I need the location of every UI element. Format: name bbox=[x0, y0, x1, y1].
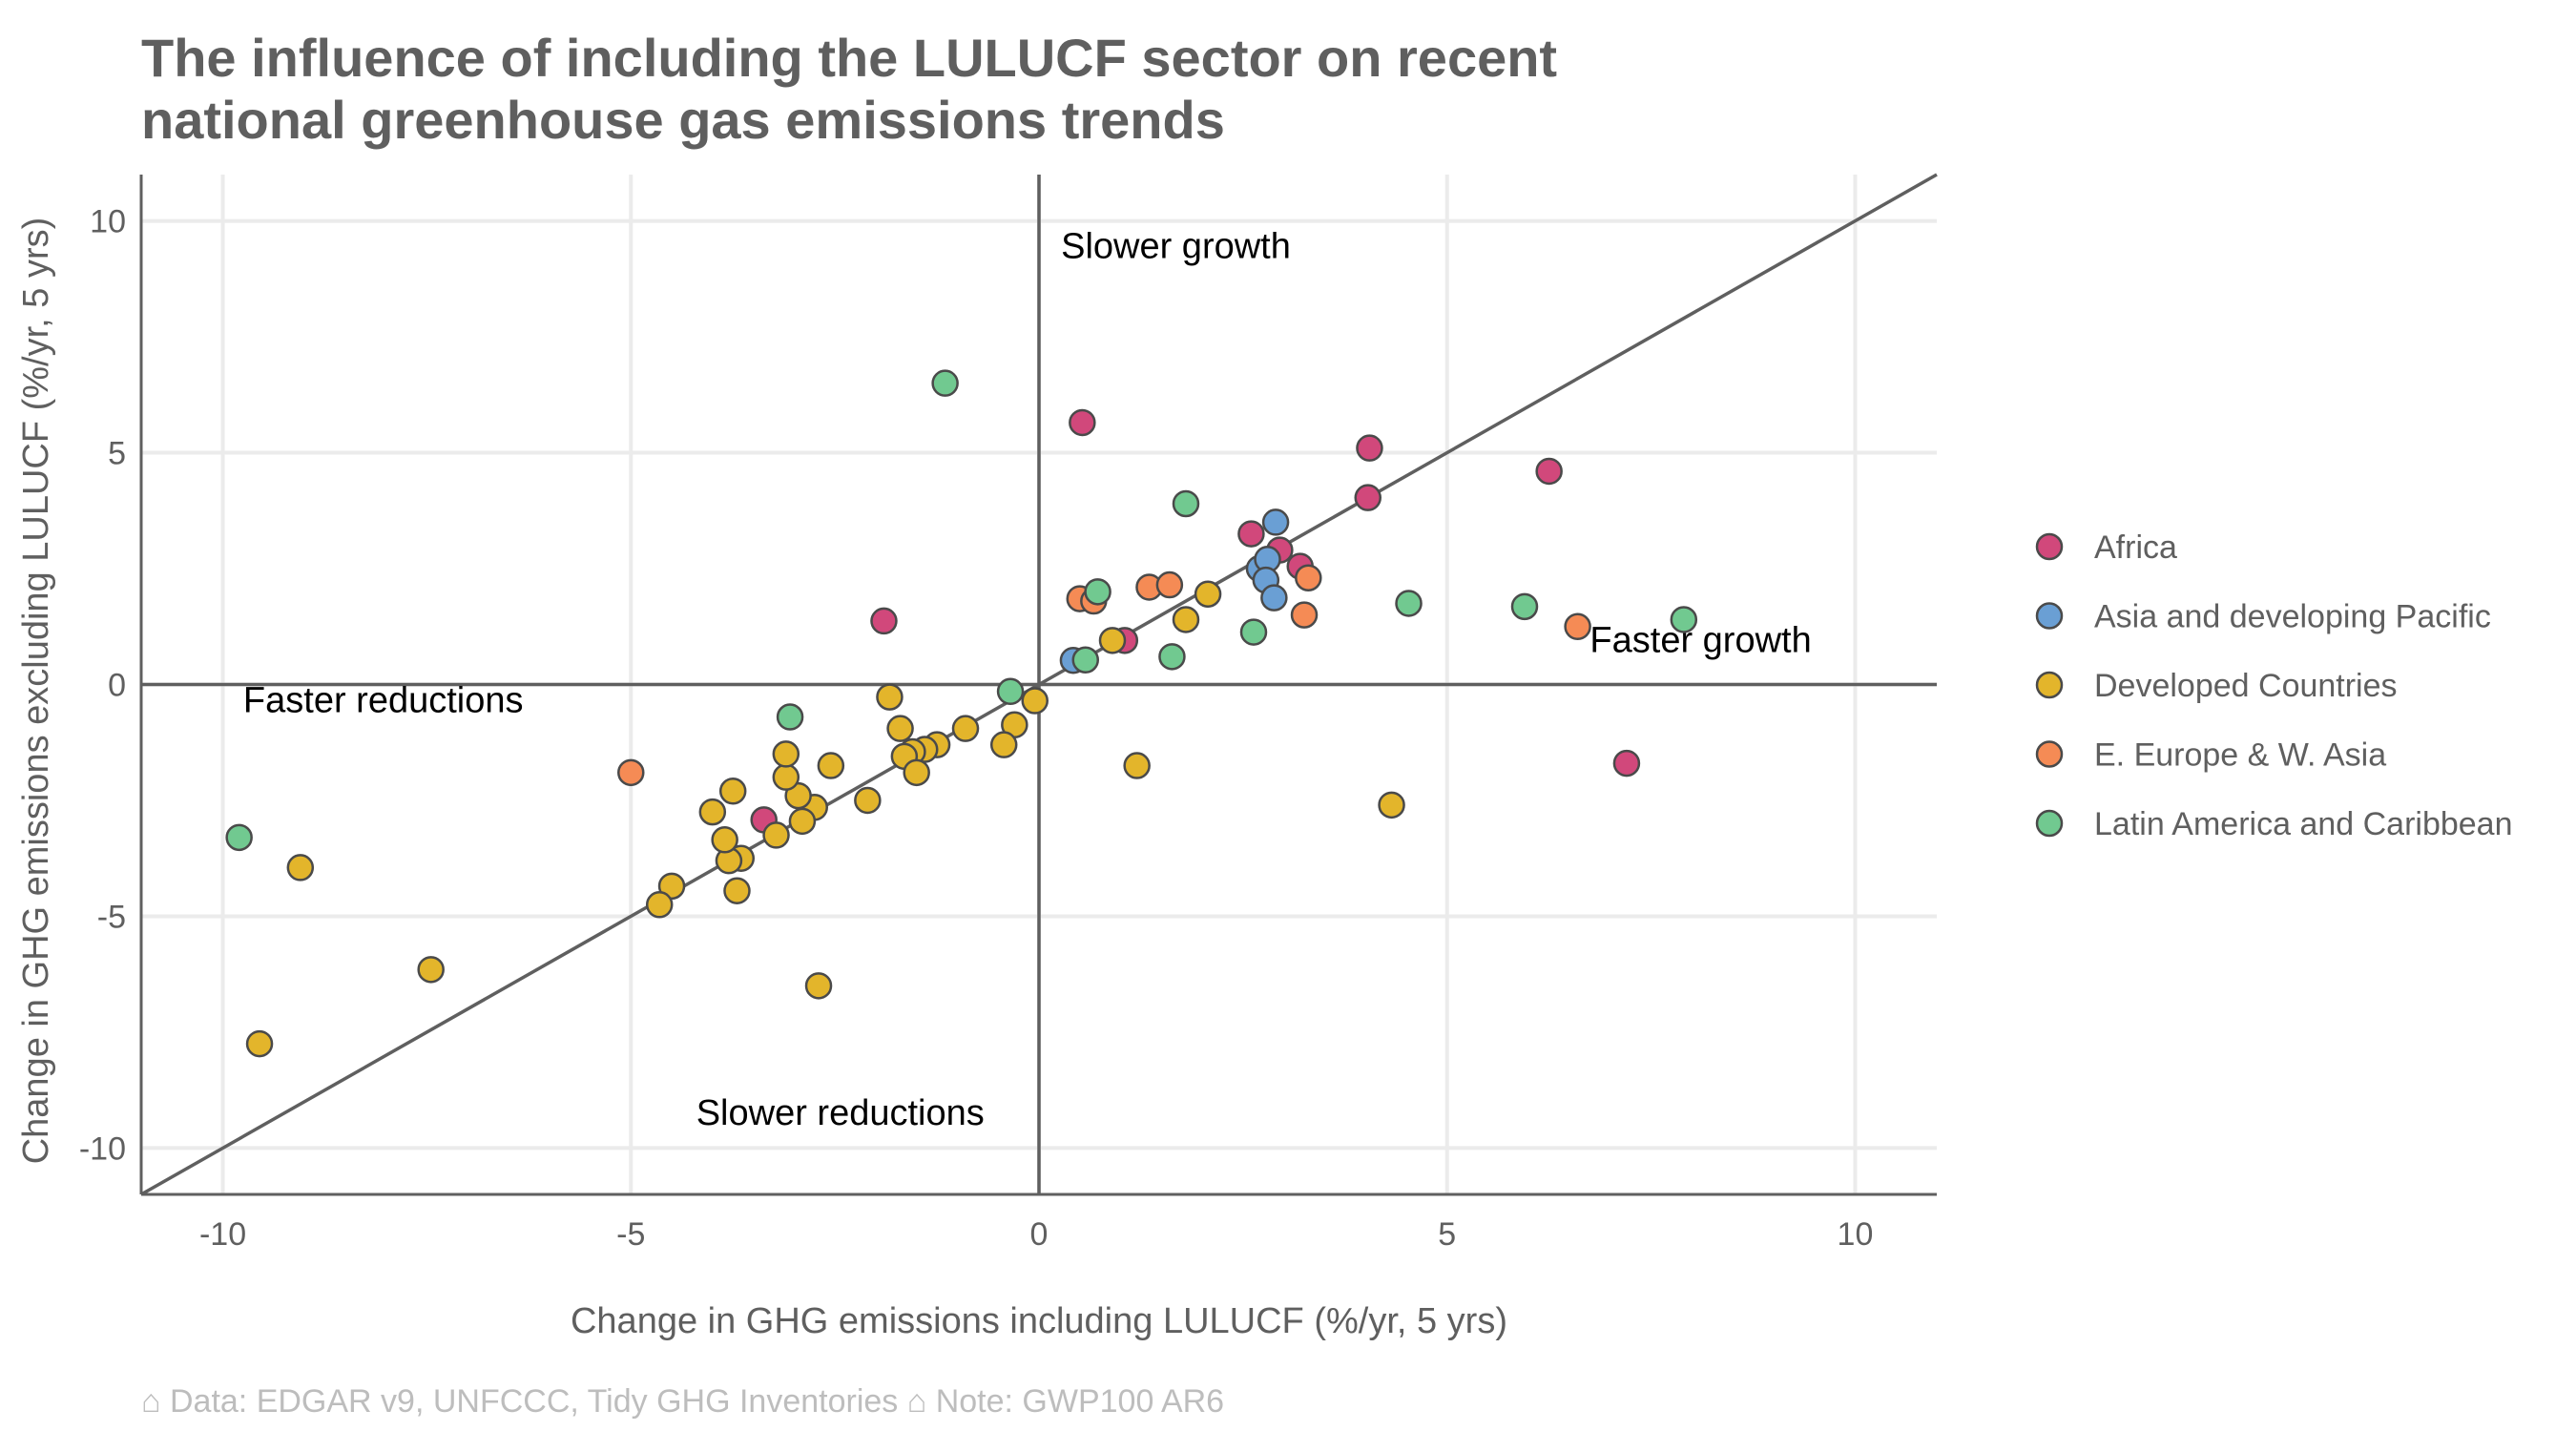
point-series-2-30 bbox=[657, 872, 686, 901]
point-series-4-10 bbox=[776, 703, 804, 731]
legend-label-2: Developed Countries bbox=[2094, 668, 2398, 704]
point-series-0-0 bbox=[1069, 408, 1096, 437]
point-series-3-4 bbox=[1295, 564, 1322, 591]
y-tick-label-0: -10 bbox=[79, 1130, 126, 1167]
point-series-0-4 bbox=[1237, 520, 1265, 548]
point-series-0-1 bbox=[1356, 434, 1383, 462]
point-series-2-4 bbox=[1378, 791, 1405, 819]
chart-title-line-2: national greenhouse gas emissions trends bbox=[141, 90, 1225, 150]
point-series-2-32 bbox=[804, 972, 833, 1000]
point-series-2-35 bbox=[245, 1029, 274, 1058]
legend-swatch-3 bbox=[2035, 740, 2064, 768]
point-series-2-21 bbox=[772, 763, 800, 791]
point-series-1-0 bbox=[1261, 508, 1290, 536]
point-series-2-16 bbox=[854, 786, 882, 815]
point-series-1-4 bbox=[1260, 584, 1288, 612]
point-series-2-0 bbox=[1194, 580, 1222, 608]
point-series-2-8 bbox=[951, 715, 980, 742]
point-series-2-34 bbox=[286, 854, 315, 881]
y-tick-label-1: -5 bbox=[97, 899, 126, 935]
point-series-2-23 bbox=[762, 821, 790, 849]
legend-label-3: E. Europe & W. Asia bbox=[2094, 737, 2386, 774]
x-tick-label-3: 5 bbox=[1438, 1216, 1456, 1253]
point-series-2-28 bbox=[711, 826, 738, 854]
point-series-0-8 bbox=[1612, 749, 1641, 778]
point-series-4-6 bbox=[1395, 590, 1423, 617]
point-series-2-17 bbox=[817, 752, 845, 779]
legend-label-4: Latin America and Caribbean bbox=[2094, 806, 2513, 842]
point-series-4-11 bbox=[225, 823, 253, 852]
point-series-4-5 bbox=[1239, 618, 1268, 646]
tick-labels: -10 -5 0 5 10 -10 -5 0 5 10 bbox=[79, 204, 1874, 1253]
point-series-0-9 bbox=[870, 607, 898, 635]
point-series-2-33 bbox=[417, 956, 445, 984]
point-series-4-7 bbox=[1510, 592, 1539, 621]
point-series-2-1 bbox=[1172, 606, 1200, 633]
data-points bbox=[225, 369, 1698, 1058]
legend-swatch-2 bbox=[2035, 671, 2064, 699]
annotation-1: Faster growth bbox=[1589, 620, 1811, 660]
point-series-2-5 bbox=[1021, 687, 1049, 715]
point-series-3-5 bbox=[1290, 601, 1319, 629]
point-series-2-20 bbox=[784, 781, 812, 810]
chart-title-line-1: The influence of including the LULUCF se… bbox=[141, 28, 1557, 88]
point-series-2-2 bbox=[1098, 627, 1127, 654]
point-series-4-2 bbox=[1084, 578, 1111, 606]
x-tick-label-0: -10 bbox=[199, 1216, 246, 1253]
point-series-4-1 bbox=[1172, 489, 1200, 518]
legend: Africa Asia and developing Pacific Develop… bbox=[2035, 529, 2513, 842]
point-series-4-4 bbox=[1158, 643, 1186, 671]
point-series-2-26 bbox=[718, 778, 747, 805]
point-series-2-31 bbox=[645, 891, 674, 919]
point-series-3-6 bbox=[1564, 612, 1591, 641]
y-tick-label-2: 0 bbox=[108, 668, 126, 704]
y-axis-title: Change in GHG emissions excluding LULUCF… bbox=[16, 218, 56, 1165]
axes bbox=[139, 175, 1937, 1196]
annotation-2: Faster reductions bbox=[243, 681, 524, 721]
x-tick-label-2: 0 bbox=[1030, 1216, 1049, 1253]
x-tick-label-1: -5 bbox=[616, 1216, 645, 1253]
point-series-2-15 bbox=[903, 758, 930, 787]
legend-swatch-4 bbox=[2035, 809, 2064, 838]
reference-lines bbox=[140, 173, 1938, 1196]
point-series-4-8 bbox=[1670, 606, 1698, 633]
point-series-2-7 bbox=[989, 731, 1018, 758]
legend-swatch-0 bbox=[2035, 532, 2064, 561]
point-series-2-19 bbox=[788, 807, 817, 836]
point-series-3-3 bbox=[1155, 570, 1184, 599]
point-series-2-13 bbox=[886, 715, 914, 742]
legend-label-1: Asia and developing Pacific bbox=[2094, 599, 2491, 635]
point-series-0-3 bbox=[1354, 484, 1381, 511]
legend-swatch-1 bbox=[2035, 602, 2064, 630]
point-series-2-14 bbox=[876, 683, 904, 711]
y-tick-label-4: 10 bbox=[90, 204, 126, 240]
x-tick-label-4: 10 bbox=[1838, 1216, 1874, 1253]
point-series-4-3 bbox=[1071, 646, 1100, 674]
point-series-4-9 bbox=[996, 677, 1025, 706]
annotation-3: Slower reductions bbox=[696, 1093, 985, 1133]
y-tick-label-3: 5 bbox=[108, 436, 126, 472]
point-series-2-22 bbox=[772, 740, 800, 768]
point-series-3-7 bbox=[617, 758, 645, 787]
point-series-2-3 bbox=[1123, 752, 1151, 779]
caption: ⌂ Data: EDGAR v9, UNFCCC, Tidy GHG Inven… bbox=[141, 1383, 1224, 1420]
point-series-4-0 bbox=[931, 369, 959, 397]
point-series-0-2 bbox=[1535, 457, 1563, 486]
annotation-0: Slower growth bbox=[1061, 226, 1291, 266]
x-axis-title: Change in GHG emissions including LULUCF… bbox=[571, 1301, 1507, 1341]
point-series-2-29 bbox=[698, 798, 727, 826]
legend-label-0: Africa bbox=[2094, 529, 2177, 566]
point-series-2-25 bbox=[723, 877, 751, 904]
quadrant-annotations: Slower growth Faster growth Faster reducti… bbox=[243, 226, 1812, 1133]
